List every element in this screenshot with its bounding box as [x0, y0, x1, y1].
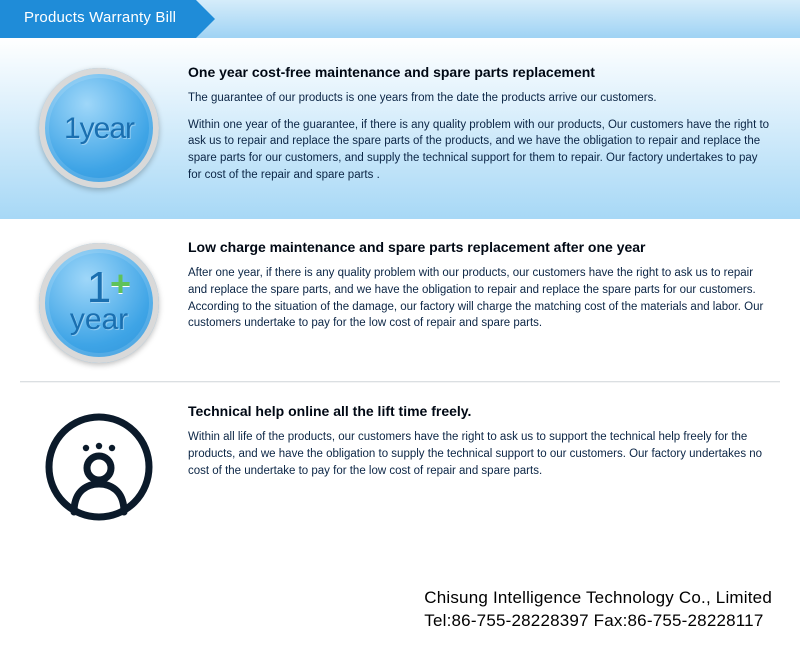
support-person-icon	[39, 407, 159, 527]
company-contact: Tel:86-755-28228397 Fax:86-755-28228117	[424, 610, 772, 633]
icon-column: + 1 year	[24, 239, 174, 363]
footer: Chisung Intelligence Technology Co., Lim…	[424, 587, 772, 633]
section-one-year: 1year One year cost-free maintenance and…	[0, 38, 800, 219]
paragraph: The guarantee of our products is one yea…	[188, 90, 772, 107]
paragraph: Within one year of the guarantee, if the…	[188, 117, 772, 184]
section-title: Technical help online all the lift time …	[188, 403, 772, 419]
text-column: Technical help online all the lift time …	[174, 403, 772, 527]
badge-text: 1year	[64, 115, 134, 142]
icon-column	[24, 403, 174, 527]
header-tab: Products Warranty Bill	[0, 0, 196, 38]
section-title: Low charge maintenance and spare parts r…	[188, 239, 772, 255]
paragraph: Within all life of the products, our cus…	[188, 429, 772, 479]
one-year-badge-icon: 1year	[39, 68, 159, 188]
text-column: One year cost-free maintenance and spare…	[174, 64, 772, 193]
plus-icon: +	[110, 263, 131, 305]
badge-line-2: year	[70, 306, 128, 333]
header-title: Products Warranty Bill	[24, 9, 176, 26]
company-name: Chisung Intelligence Technology Co., Lim…	[424, 587, 772, 610]
one-year-plus-badge-icon: + 1 year	[39, 243, 159, 363]
section-body: After one year, if there is any quality …	[188, 265, 772, 332]
icon-column: 1year	[24, 64, 174, 193]
section-body: Within all life of the products, our cus…	[188, 429, 772, 479]
header-bar: Products Warranty Bill	[0, 0, 800, 38]
section-tech-help: Technical help online all the lift time …	[0, 383, 800, 545]
section-body: The guarantee of our products is one yea…	[188, 90, 772, 183]
section-after-one-year: + 1 year Low charge maintenance and spar…	[0, 219, 800, 381]
text-column: Low charge maintenance and spare parts r…	[174, 239, 772, 363]
paragraph: After one year, if there is any quality …	[188, 265, 772, 332]
section-title: One year cost-free maintenance and spare…	[188, 64, 772, 80]
